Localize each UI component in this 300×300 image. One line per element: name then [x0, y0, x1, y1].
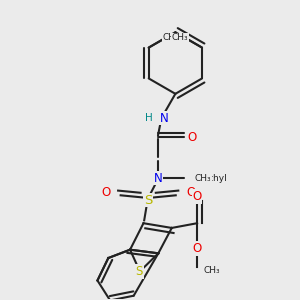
Text: S: S	[135, 265, 143, 278]
Text: H: H	[145, 113, 153, 123]
Text: O: O	[188, 131, 197, 144]
Text: S: S	[144, 194, 152, 206]
Text: methyl: methyl	[195, 174, 227, 183]
Text: N: N	[154, 172, 162, 185]
Text: O: O	[101, 186, 110, 199]
Text: O: O	[186, 186, 196, 199]
Text: CH₃: CH₃	[171, 33, 188, 42]
Text: O: O	[193, 242, 202, 255]
Text: CH₃: CH₃	[195, 174, 211, 183]
Text: O: O	[193, 190, 202, 203]
Text: CH₃: CH₃	[204, 266, 220, 275]
Text: CH₃: CH₃	[163, 33, 179, 42]
Text: N: N	[159, 112, 168, 124]
